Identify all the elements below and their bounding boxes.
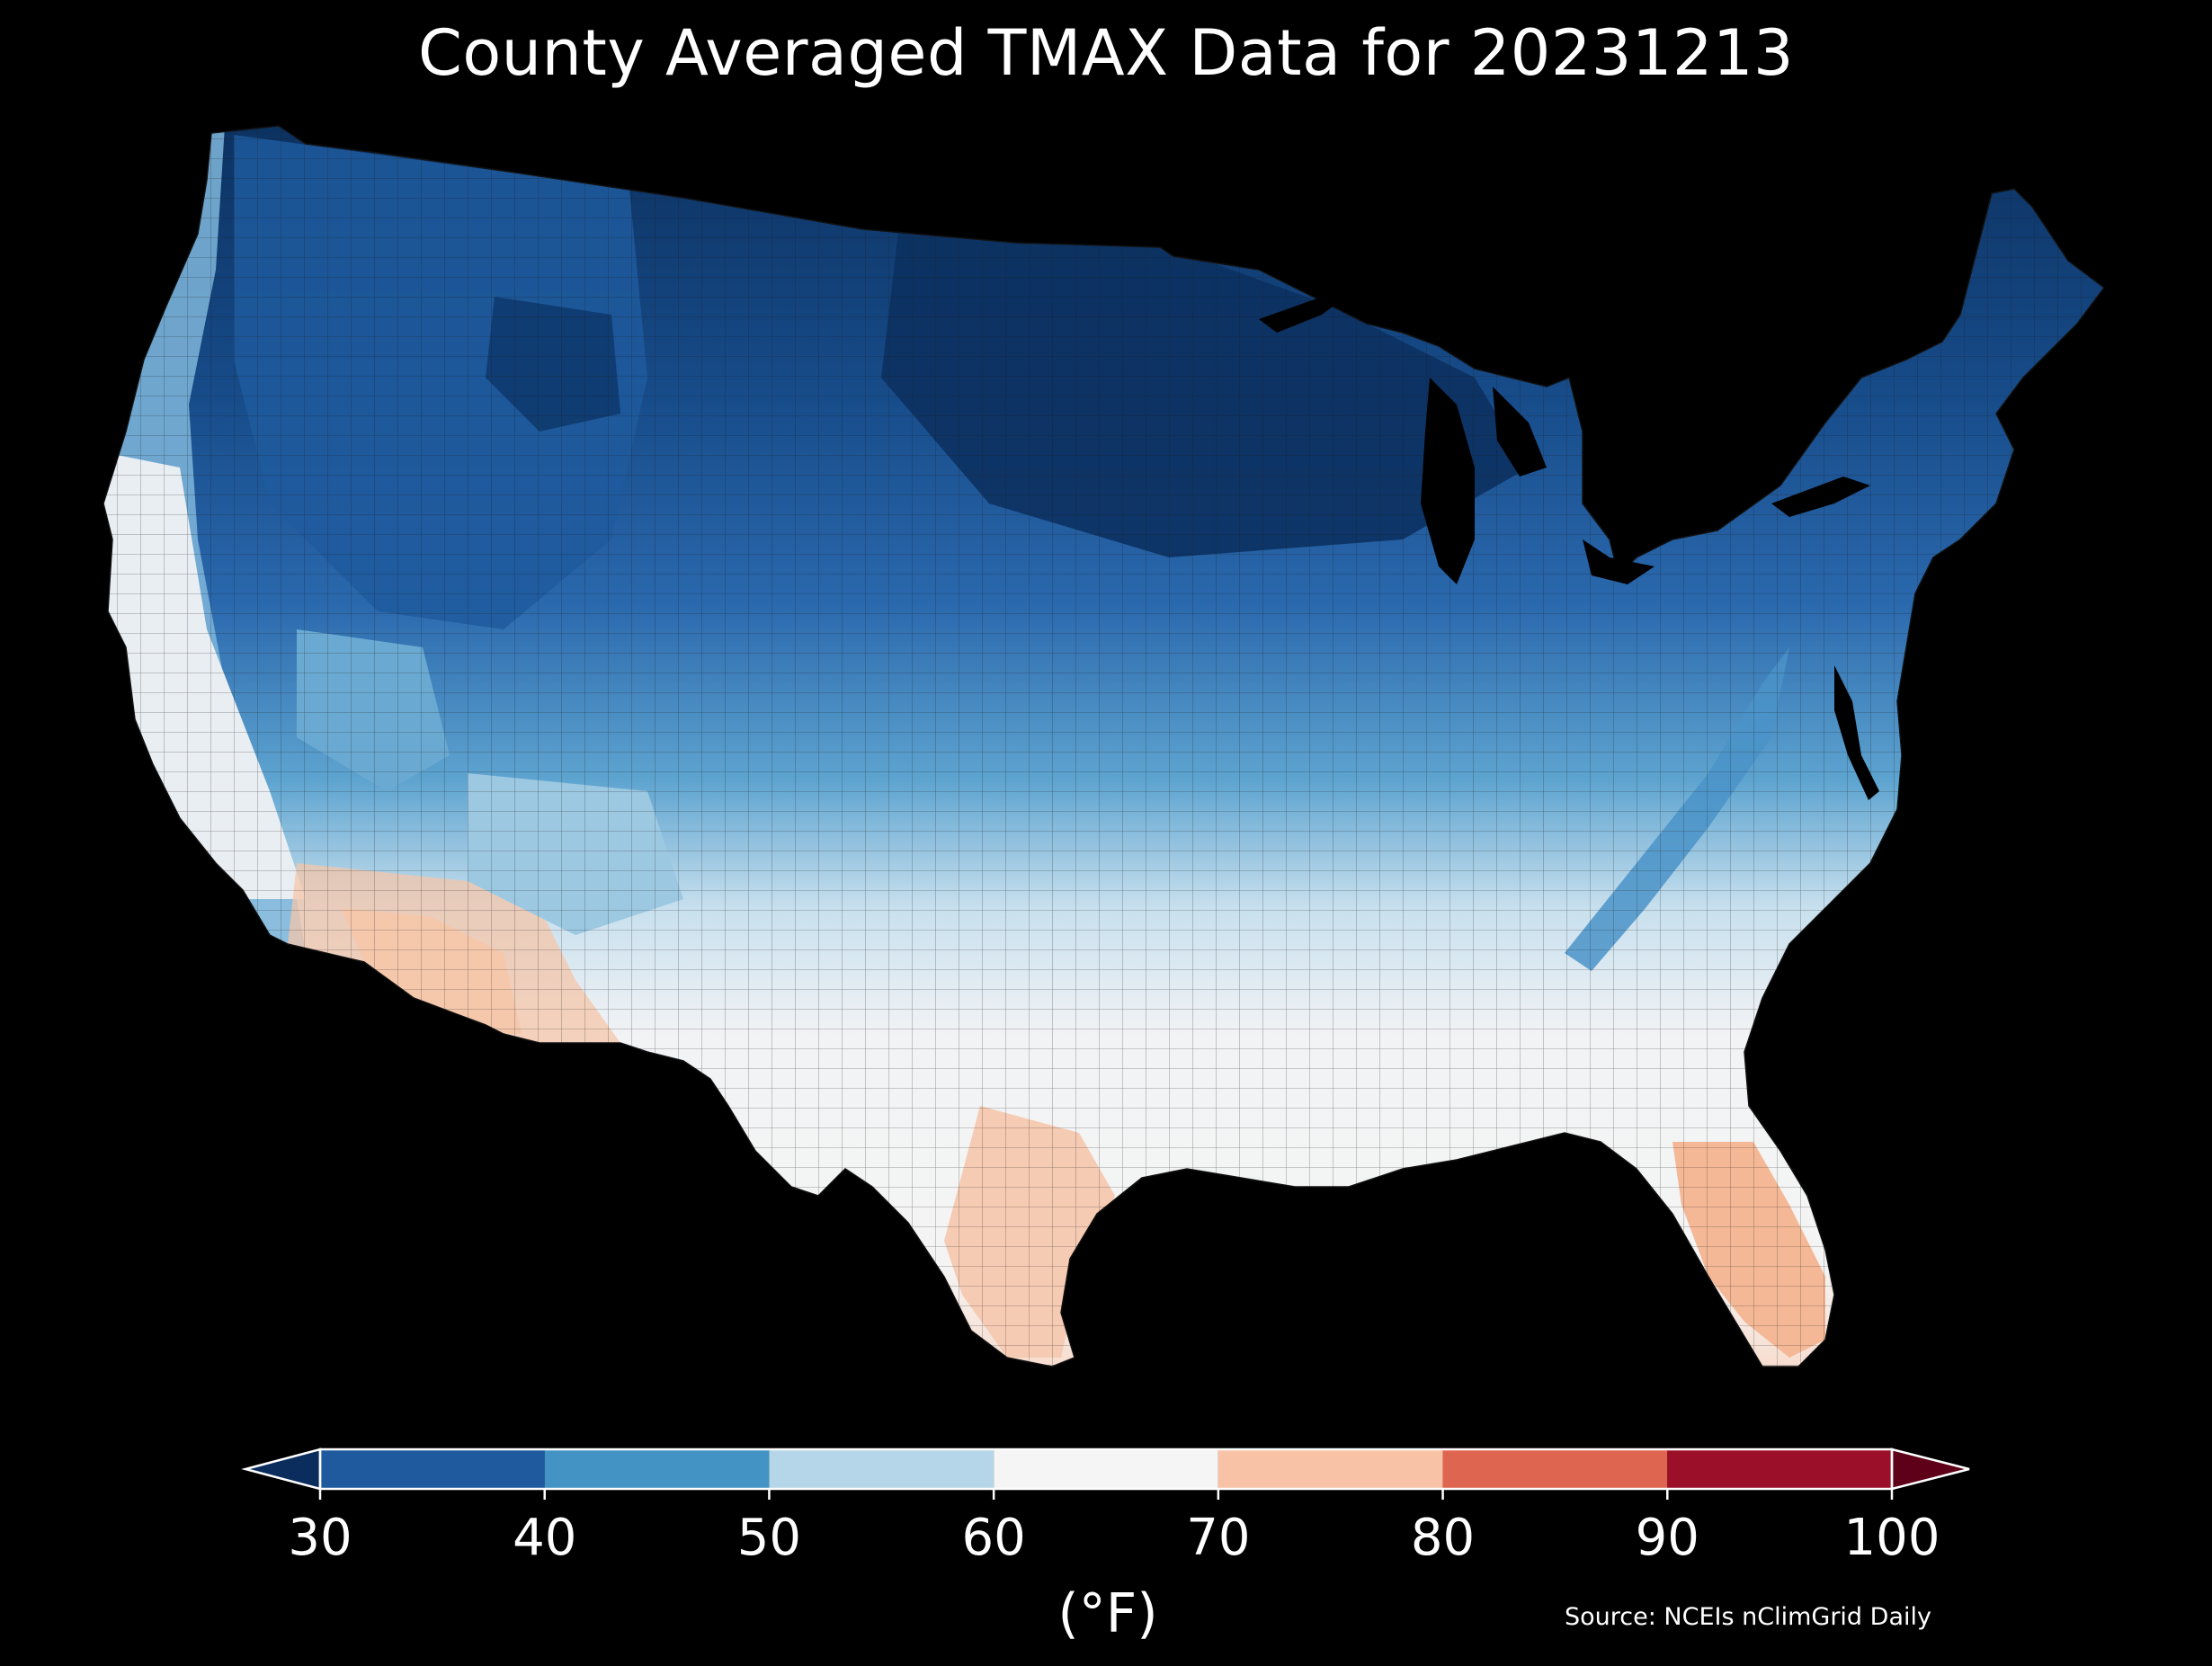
colorbar-bin-50-60 — [769, 1449, 995, 1489]
colorbar-unit-label: (°F) — [1057, 1582, 1158, 1645]
colorbar-tick-label: 70 — [1186, 1509, 1251, 1567]
colorbar-under-arrow — [241, 1448, 322, 1491]
colorbar-tick-label: 100 — [1843, 1509, 1940, 1567]
colorbar-over-arrow — [1890, 1448, 1970, 1491]
colorbar-tick-label: 40 — [513, 1509, 577, 1567]
colorbar-bin-30-40 — [320, 1449, 545, 1489]
colorbar-tick-label: 30 — [288, 1509, 352, 1567]
colorbar-tick-label: 50 — [736, 1509, 802, 1567]
colorbar-tick-label: 90 — [1635, 1509, 1699, 1567]
colorbar-bin-90-100 — [1667, 1449, 1892, 1489]
colorbar-bin-40-50 — [544, 1449, 770, 1489]
colorbar-bin-80-90 — [1442, 1449, 1668, 1489]
colorbar-tick-label: 80 — [1410, 1509, 1476, 1567]
source-credit: Source: NCEIs nClimGrid Daily — [1565, 1603, 1931, 1631]
map-title: County Averaged TMAX Data for 20231213 — [417, 16, 1795, 90]
colorbar-tick-label: 60 — [961, 1509, 1026, 1567]
colorbar-bin-60-70 — [994, 1449, 1218, 1489]
colorbar-bin-70-80 — [1217, 1449, 1443, 1489]
